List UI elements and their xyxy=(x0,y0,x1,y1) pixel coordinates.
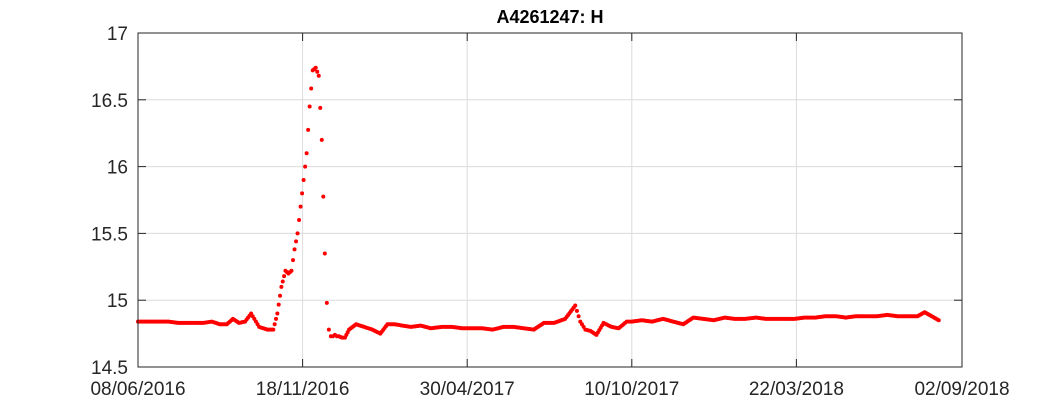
data-point xyxy=(936,318,941,323)
y-tick-labels: 14.5 15 15.5 16 16.5 17 xyxy=(91,24,128,379)
data-point xyxy=(298,204,303,209)
y-tick-label: 16.5 xyxy=(91,91,128,112)
plot-frame xyxy=(137,32,963,368)
data-point xyxy=(276,302,281,307)
data-point xyxy=(574,308,579,313)
data-point xyxy=(576,314,581,319)
y-tick-label: 15.5 xyxy=(91,224,128,245)
x-tick-label: 02/09/2018 xyxy=(914,379,1009,400)
y-tick-label: 16 xyxy=(107,158,128,179)
data-point xyxy=(309,86,314,91)
data-point xyxy=(275,311,280,316)
data-point xyxy=(271,327,276,332)
data-point xyxy=(274,316,279,321)
data-point xyxy=(292,247,297,252)
data-point xyxy=(326,327,331,332)
data-point xyxy=(297,218,302,223)
data-point xyxy=(300,191,305,196)
data-point xyxy=(295,231,300,236)
data-point xyxy=(282,274,287,279)
data-point xyxy=(324,300,329,305)
data-point xyxy=(303,164,308,169)
data-points xyxy=(136,65,941,340)
data-point xyxy=(573,303,578,308)
data-point xyxy=(318,105,323,110)
data-point xyxy=(279,284,284,289)
data-point xyxy=(321,194,326,199)
data-point xyxy=(313,65,318,70)
data-point xyxy=(322,251,327,256)
data-point xyxy=(301,177,306,182)
data-point xyxy=(291,258,296,263)
x-tick-labels: 08/06/2016 18/11/2016 30/04/2017 10/10/2017… xyxy=(90,379,1009,400)
x-tick-label: 08/06/2016 xyxy=(90,379,185,400)
axis-ticks xyxy=(137,32,963,368)
data-point xyxy=(294,239,299,244)
data-point xyxy=(306,127,311,132)
y-tick-label: 15 xyxy=(107,291,128,312)
data-point xyxy=(280,279,285,284)
data-point xyxy=(289,268,294,273)
chart-title: A4261247: H xyxy=(496,7,603,27)
y-tick-label: 14.5 xyxy=(91,358,128,379)
data-point xyxy=(278,293,283,298)
x-tick-label: 18/11/2016 xyxy=(256,379,350,400)
data-point xyxy=(315,69,320,74)
x-tick-label: 22/03/2018 xyxy=(749,379,844,400)
data-point xyxy=(272,322,277,327)
data-point xyxy=(319,137,324,142)
data-point xyxy=(316,73,321,78)
y-tick-label: 17 xyxy=(107,24,128,45)
data-point xyxy=(307,104,312,109)
data-point xyxy=(304,151,309,156)
x-tick-label: 10/10/2017 xyxy=(584,379,679,400)
x-tick-label: 30/04/2017 xyxy=(420,379,515,400)
